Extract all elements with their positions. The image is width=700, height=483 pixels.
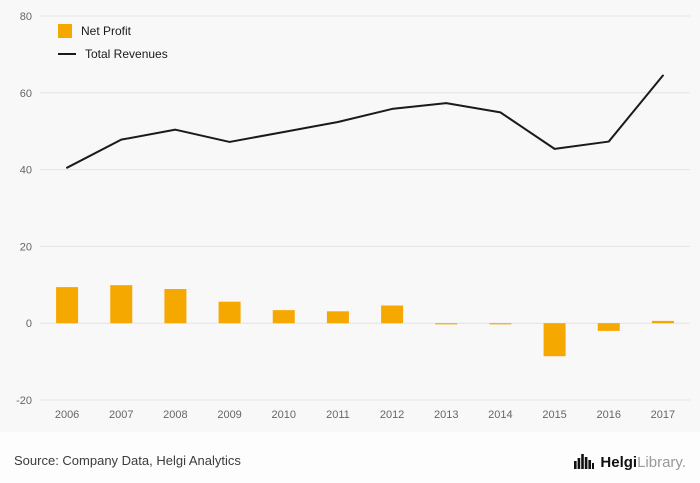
y-tick-label: 40 — [20, 165, 32, 177]
net-profit-bar — [56, 287, 79, 324]
x-tick-label: 2013 — [434, 409, 458, 421]
net-profit-bar — [543, 323, 566, 357]
legend-label-net-profit: Net Profit — [81, 24, 132, 38]
y-tick-label: 60 — [20, 88, 32, 100]
plot-background — [0, 0, 700, 432]
legend-item-net-profit: Net Profit — [58, 24, 168, 38]
helgi-castle-icon — [574, 454, 595, 469]
net-profit-swatch-icon — [58, 24, 72, 38]
total-revenues-line-icon — [58, 53, 76, 55]
x-tick-label: 2014 — [488, 409, 512, 421]
chart-svg: -20 0 20 40 60 80 2006 2007 2008 2009 2010 2011 2012… — [0, 0, 700, 432]
brand-suffix: Library — [637, 454, 682, 471]
x-tick-label: 2009 — [217, 409, 241, 421]
helgi-library-logo: HelgiLibrary. — [574, 451, 686, 470]
x-tick-label: 2008 — [163, 409, 187, 421]
net-profit-bar — [326, 311, 349, 324]
y-tick-label: 0 — [26, 318, 32, 330]
x-tick-label: 2015 — [542, 409, 566, 421]
net-profit-bar — [489, 323, 512, 325]
chart-area: -20 0 20 40 60 80 2006 2007 2008 2009 2010 2011 2012… — [0, 0, 700, 432]
source-text: Source: Company Data, Helgi Analytics — [14, 453, 241, 468]
x-tick-label: 2006 — [55, 409, 79, 421]
net-profit-bar — [164, 289, 187, 324]
x-tick-label: 2011 — [326, 409, 350, 421]
legend-item-total-revenues: Total Revenues — [58, 47, 168, 61]
x-tick-label: 2010 — [272, 409, 296, 421]
net-profit-bar — [110, 285, 133, 324]
total-revenues-line — [66, 74, 664, 169]
legend-label-total-revenues: Total Revenues — [85, 47, 168, 61]
footer: Source: Company Data, Helgi Analytics He… — [0, 438, 700, 483]
net-profit-bar — [651, 320, 674, 324]
brand-dot: . — [681, 454, 686, 471]
y-tick-label: 80 — [20, 11, 32, 23]
x-tick-label: 2012 — [380, 409, 404, 421]
brand-name: Helgi — [600, 454, 638, 471]
net-profit-bar — [381, 305, 404, 324]
net-profit-bar — [435, 323, 458, 325]
y-tick-label: 20 — [20, 241, 32, 253]
x-tick-label: 2017 — [651, 409, 675, 421]
chart-legend: Net Profit Total Revenues — [58, 24, 168, 61]
y-tick-label: -20 — [16, 395, 32, 407]
net-profit-bar — [597, 323, 620, 331]
net-profit-bar — [218, 301, 241, 324]
net-profit-bar — [272, 310, 295, 324]
x-tick-label: 2007 — [109, 409, 133, 421]
x-tick-label: 2016 — [597, 409, 621, 421]
